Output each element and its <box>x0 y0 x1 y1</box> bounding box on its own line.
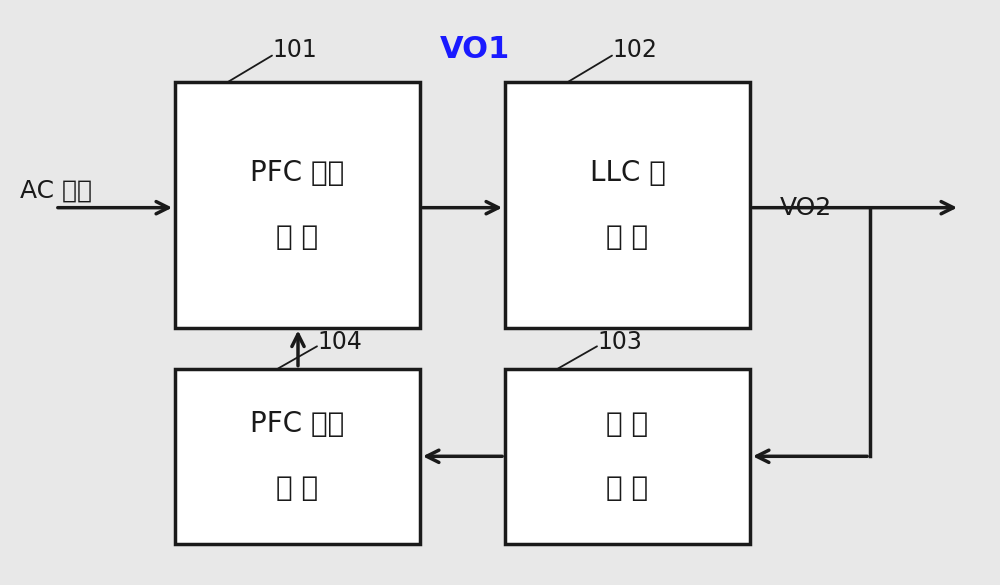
Bar <box>175 369 420 544</box>
Text: VO1: VO1 <box>440 35 510 64</box>
Text: 101: 101 <box>273 37 317 62</box>
Bar <box>505 369 750 544</box>
Bar <box>505 82 750 328</box>
Text: 电 路: 电 路 <box>276 474 319 503</box>
Text: 104: 104 <box>318 330 362 355</box>
Text: 换 器: 换 器 <box>606 223 649 251</box>
Text: 电 路: 电 路 <box>606 474 649 503</box>
Text: 电 路: 电 路 <box>276 223 319 251</box>
Bar <box>175 82 420 328</box>
Text: PFC 功率: PFC 功率 <box>250 159 345 187</box>
Text: PFC 控制: PFC 控制 <box>250 410 345 438</box>
Text: 103: 103 <box>598 330 642 355</box>
Text: LLC 变: LLC 变 <box>590 159 665 187</box>
Text: VO2: VO2 <box>780 195 832 220</box>
Text: AC 输入: AC 输入 <box>20 178 92 202</box>
Text: 102: 102 <box>613 37 657 62</box>
Text: 反 馈: 反 馈 <box>606 410 649 438</box>
